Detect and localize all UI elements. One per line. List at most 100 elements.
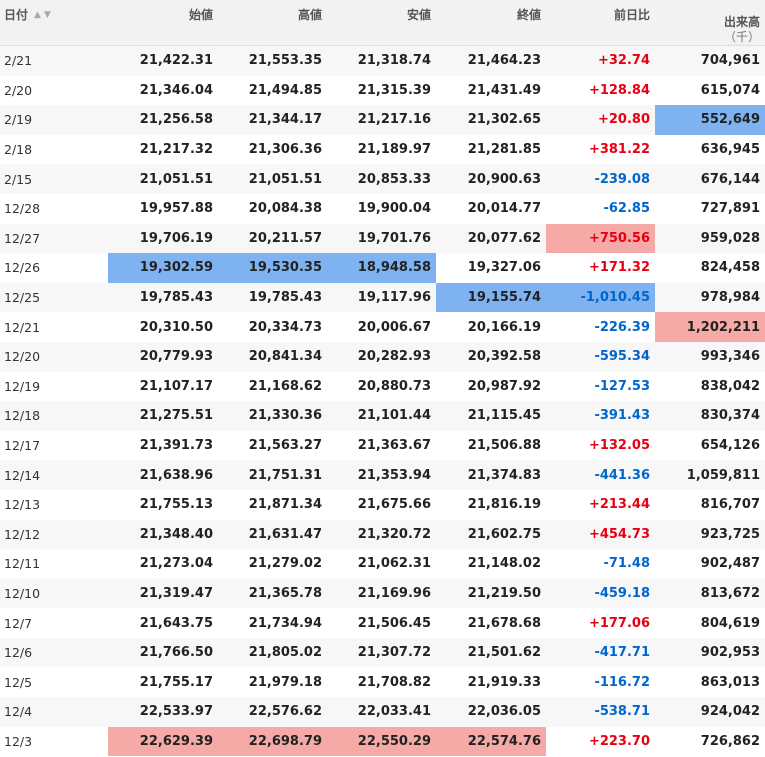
cell-close: 21,374.83 [467, 467, 541, 483]
cell-date: 12/12 [4, 526, 41, 542]
cell-close: 21,919.33 [467, 674, 541, 690]
cell-change: -1,010.45 [546, 282, 655, 313]
column-header-volume: 出来高 （千） [655, 0, 765, 45]
cell-low: 21,320.72 [357, 526, 431, 542]
cell-open: 22,533.97 [139, 704, 213, 720]
cell-high: 21,734.94 [248, 615, 322, 631]
cell-change: +177.06 [588, 615, 650, 631]
cell-low: 21,217.16 [357, 112, 431, 128]
cell-volume: 923,725 [700, 526, 760, 542]
table-row: 2/20 21,346.04 21,494.85 21,315.39 21,431.49… [0, 76, 765, 106]
cell-change: +213.44 [588, 497, 650, 513]
cell-low: 18,948.58 [327, 253, 436, 283]
cell-change: -595.34 [594, 349, 650, 365]
table-row: 12/18 21,275.51 21,330.36 21,101.44 21,115.4… [0, 401, 765, 431]
cell-high: 21,306.36 [248, 142, 322, 158]
cell-low: 22,033.41 [357, 704, 431, 720]
cell-low: 21,363.67 [357, 438, 431, 454]
cell-open: 21,348.40 [139, 526, 213, 542]
cell-low: 20,853.33 [357, 171, 431, 187]
table-row: 12/7 21,643.75 21,734.94 21,506.45 21,678.68… [0, 608, 765, 638]
cell-date: 12/10 [4, 585, 41, 601]
cell-low: 20,282.93 [357, 349, 431, 365]
cell-low: 20,880.73 [357, 378, 431, 394]
cell-low: 22,550.29 [327, 726, 436, 757]
cell-date: 12/17 [4, 438, 41, 454]
cell-open: 19,302.59 [108, 253, 218, 283]
column-header-low: 安値 [327, 0, 436, 45]
cell-open: 21,755.13 [139, 497, 213, 513]
cell-open: 21,766.50 [139, 645, 213, 661]
cell-volume: 816,707 [700, 497, 760, 513]
cell-volume: 636,945 [700, 142, 760, 158]
cell-volume: 1,059,811 [686, 467, 760, 483]
cell-change: +128.84 [588, 82, 650, 98]
table-body: 2/21 21,422.31 21,553.35 21,318.74 21,464.23… [0, 46, 765, 757]
cell-date: 12/21 [4, 319, 41, 335]
sort-arrows[interactable]: ▲ ▼ [34, 8, 51, 23]
cell-change: -71.48 [603, 556, 650, 572]
sort-descending-icon[interactable]: ▼ [43, 10, 51, 20]
cell-open: 19,706.19 [139, 230, 213, 246]
cell-low: 21,675.66 [357, 497, 431, 513]
cell-volume: 863,013 [700, 674, 760, 690]
cell-open: 21,643.75 [139, 615, 213, 631]
cell-change: +454.73 [588, 526, 650, 542]
cell-volume: 804,619 [700, 615, 760, 631]
cell-change: -391.43 [594, 408, 650, 424]
table-row: 12/20 20,779.93 20,841.34 20,282.93 20,392.5… [0, 341, 765, 372]
column-header-volume-label: 出来高 [723, 15, 760, 29]
table-row: 12/11 21,273.04 21,279.02 21,062.31 21,148.0… [0, 549, 765, 579]
cell-date: 12/11 [4, 556, 41, 572]
cell-open: 21,051.51 [139, 171, 213, 187]
table-row: 12/17 21,391.73 21,563.27 21,363.67 21,506.8… [0, 431, 765, 461]
cell-low: 21,189.97 [357, 142, 431, 158]
cell-date: 2/15 [4, 171, 33, 187]
cell-high: 21,805.02 [248, 645, 322, 661]
cell-close: 20,987.92 [467, 378, 541, 394]
table-row: 12/12 21,348.40 21,631.47 21,320.72 21,602.7… [0, 519, 765, 550]
cell-high: 21,751.31 [248, 467, 322, 483]
cell-low: 19,701.76 [357, 230, 431, 246]
table-row: 12/21 20,310.50 20,334.73 20,006.67 20,166.1… [0, 312, 765, 342]
cell-date: 12/27 [4, 230, 41, 246]
cell-close: 21,506.88 [467, 438, 541, 454]
cell-high: 21,279.02 [248, 556, 322, 572]
sort-ascending-icon[interactable]: ▲ [34, 10, 41, 20]
cell-high: 21,330.36 [248, 408, 322, 424]
cell-date: 2/18 [4, 142, 33, 158]
cell-high: 22,698.79 [218, 726, 327, 757]
cell-open: 20,779.93 [139, 349, 213, 365]
cell-low: 21,307.72 [357, 645, 431, 661]
cell-change: -116.72 [594, 674, 650, 690]
cell-open: 22,629.39 [108, 726, 218, 757]
column-header-volume-unit: （千） [723, 30, 760, 44]
cell-change: -459.18 [594, 585, 650, 601]
cell-date: 12/13 [4, 497, 41, 513]
cell-volume: 654,126 [700, 438, 760, 454]
cell-date: 12/14 [4, 467, 41, 483]
cell-change: -226.39 [594, 319, 650, 335]
cell-change: +171.32 [588, 260, 650, 276]
cell-close: 20,392.58 [467, 349, 541, 365]
cell-volume: 824,458 [700, 260, 760, 276]
cell-close: 21,602.75 [467, 526, 541, 542]
cell-change: -441.36 [594, 467, 650, 483]
cell-open: 21,256.58 [139, 112, 213, 128]
cell-open: 21,346.04 [139, 82, 213, 98]
cell-open: 21,217.32 [139, 142, 213, 158]
cell-close: 21,302.65 [467, 112, 541, 128]
cell-volume: 813,672 [700, 585, 760, 601]
cell-open: 21,275.51 [139, 408, 213, 424]
cell-low: 21,169.96 [357, 585, 431, 601]
column-header-date[interactable]: 日付 ▲ ▼ [0, 0, 108, 45]
cell-close: 19,327.06 [467, 260, 541, 276]
cell-volume: 727,891 [700, 201, 760, 217]
cell-change: -239.08 [594, 171, 650, 187]
cell-low: 21,353.94 [357, 467, 431, 483]
cell-open: 21,755.17 [139, 674, 213, 690]
table-row: 12/13 21,755.13 21,871.34 21,675.66 21,816.1… [0, 490, 765, 520]
column-header-high: 高値 [218, 0, 327, 45]
cell-volume: 726,862 [700, 733, 760, 749]
cell-low: 19,117.96 [357, 290, 431, 306]
